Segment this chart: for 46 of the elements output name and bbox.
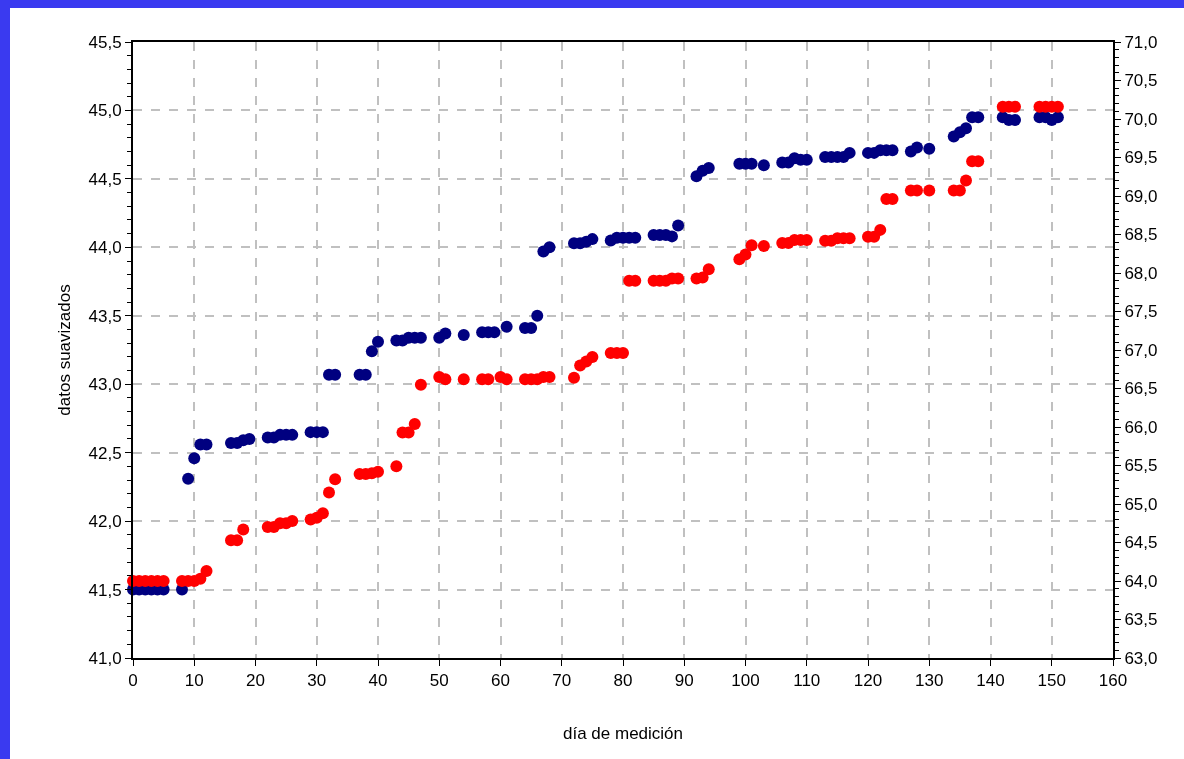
y2-tick-label: 67,0 [1124, 340, 1158, 360]
y-tick-label: 42,0 [88, 512, 122, 532]
y2-tick-label: 65,5 [1124, 456, 1158, 476]
y-tick-label: 43,0 [88, 375, 122, 395]
x-tick-label: 70 [552, 671, 572, 691]
x-tick-label: 20 [246, 671, 265, 691]
x-tick-label: 140 [976, 671, 1005, 691]
x-tick-label: 80 [613, 671, 633, 691]
y2-tick-label: 63,5 [1124, 610, 1158, 630]
y2-tick-label: 70,5 [1124, 71, 1158, 91]
y-tick-label: 41,5 [88, 580, 122, 600]
x-tick-label: 90 [674, 671, 694, 691]
y2-tick-label: 66,0 [1124, 417, 1158, 437]
y2-tick-label: 64,0 [1124, 571, 1158, 591]
y-tick-label: 44,0 [88, 238, 122, 258]
y-tick-label: 45,0 [88, 101, 122, 121]
y2-tick-label: 70,0 [1124, 109, 1158, 129]
x-axis-title: día de medición [562, 724, 684, 744]
y2-tick-label: 63,0 [1124, 648, 1158, 668]
x-tick-label: 110 [793, 671, 821, 691]
x-tick-label: 40 [368, 671, 388, 691]
x-tick-label: 60 [491, 671, 510, 691]
x-tick-label: 50 [429, 671, 449, 691]
y2-tick-label: 67,5 [1124, 302, 1158, 322]
x-tick-label: 160 [1098, 671, 1128, 691]
y2-tick-label: 66,5 [1124, 379, 1158, 399]
y2-tick-label: 64,5 [1124, 533, 1158, 553]
y2-tick-label: 71,0 [1124, 32, 1158, 52]
x-tick-label: 100 [731, 671, 760, 691]
y2-tick-label: 68,0 [1124, 263, 1158, 283]
y-tick-label: 41,0 [88, 648, 122, 668]
x-tick-label: 120 [853, 671, 883, 691]
y-axis-title: datos suavizados [54, 284, 74, 416]
x-tick-label: 10 [184, 671, 204, 691]
x-tick-label: 30 [307, 671, 327, 691]
x-tick-label: 150 [1037, 671, 1066, 691]
y2-tick-label: 68,5 [1124, 225, 1158, 245]
y-tick-label: 43,5 [88, 306, 122, 326]
x-tick-label: 130 [915, 671, 944, 691]
y2-tick-label: 65,0 [1124, 494, 1158, 514]
y-tick-label: 45,5 [88, 32, 122, 52]
y2-tick-label: 69,5 [1124, 148, 1158, 168]
y-tick-label: 42,5 [88, 443, 122, 463]
y2-tick-label: 69,0 [1124, 186, 1158, 206]
y-tick-label: 44,5 [88, 169, 122, 189]
x-tick-label: 0 [128, 671, 138, 691]
